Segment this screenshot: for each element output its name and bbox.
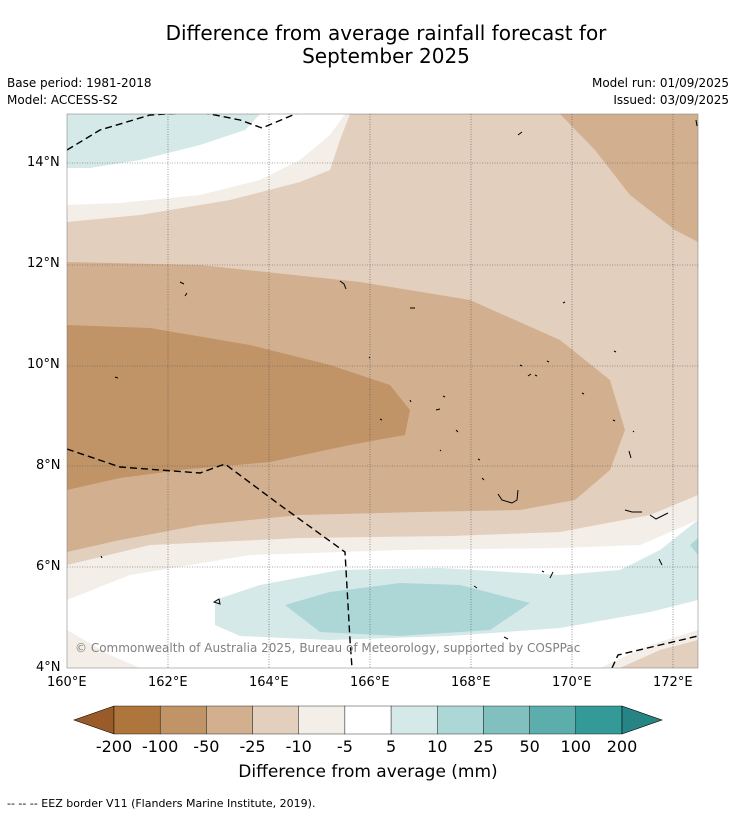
colorbar-tick-label: -10: [285, 737, 312, 756]
map-frame: [66, 113, 699, 669]
colorbar-tick-label: -50: [193, 737, 220, 756]
colorbar-segment: [252, 705, 299, 735]
eez-footnote: -- -- -- EEZ border V11 (Flanders Marine…: [7, 797, 316, 810]
colorbar-segment: [159, 705, 207, 735]
issued-date: Issued: 03/09/2025: [613, 93, 729, 107]
colorbar-segment: [298, 705, 346, 735]
meta-right: Model run: 01/09/2025 Issued: 03/09/2025: [592, 75, 729, 109]
eez-border: [67, 114, 698, 668]
y-tick-4n: 4°N: [36, 660, 61, 675]
colorbar-segment: [529, 705, 577, 735]
brown-corner-se: [620, 640, 698, 668]
colorbar-segment: [575, 705, 623, 735]
y-tick-6n: 6°N: [36, 559, 61, 574]
colorbar-tick-label: -100: [142, 737, 179, 756]
chart-title: Difference from average rainfall forecas…: [0, 22, 736, 68]
graticule: [67, 114, 698, 668]
base-period: Base period: 1981-2018: [7, 76, 152, 90]
y-tick-14n: 14°N: [27, 155, 60, 170]
teal-patch-east: [690, 538, 698, 555]
x-tick-168e: 168°E: [451, 675, 491, 690]
y-tick-12n: 12°N: [27, 256, 60, 271]
light-corner-sw: [67, 630, 140, 668]
x-tick-162e: 162°E: [148, 675, 188, 690]
brown-patch-ne: [560, 114, 698, 242]
x-tick-170e: 170°E: [552, 675, 592, 690]
colorbar-tick-label: 10: [427, 737, 448, 756]
colorbar-extend-low: [73, 705, 115, 735]
colorbar-segment: [206, 705, 253, 735]
colorbar-segment: [437, 705, 484, 735]
colorbar-label: Difference from average (mm): [238, 762, 498, 782]
colorbar-tick-label: -25: [239, 737, 266, 756]
contour-fields: [67, 114, 698, 668]
title-line-2: September 2025: [302, 44, 470, 68]
colorbar-extend-high: [621, 705, 663, 735]
teal-patch-north: [67, 114, 260, 168]
colorbar-tick-label: 25: [473, 737, 494, 756]
x-tick-166e: 166°E: [350, 675, 390, 690]
colorbar-segment: [344, 705, 392, 735]
title-line-1: Difference from average rainfall forecas…: [165, 21, 607, 45]
islands: [100, 119, 698, 640]
colorbar-segment: [113, 705, 161, 735]
colorbar-tick-label: 50: [519, 737, 540, 756]
model-name: Model: ACCESS-S2: [7, 93, 119, 107]
y-tick-8n: 8°N: [36, 458, 61, 473]
colorbar-segment: [483, 705, 530, 735]
colorbar-tick-label: -5: [336, 737, 353, 756]
colorbar-tick-label: 100: [560, 737, 592, 756]
model-run: Model run: 01/09/2025: [591, 76, 729, 90]
colorbar: [73, 705, 663, 735]
x-tick-160e: 160°E: [47, 675, 87, 690]
copyright-notice: © Commonwealth of Australia 2025, Bureau…: [75, 641, 581, 655]
colorbar-segment: [390, 705, 438, 735]
colorbar-tick-label: -200: [95, 737, 133, 756]
x-tick-172e: 172°E: [653, 675, 693, 690]
x-tick-164e: 164°E: [249, 675, 289, 690]
colorbar-tick-label: 200: [606, 737, 638, 756]
teal-core-south: [285, 583, 530, 636]
meta-left: Base period: 1981-2018 Model: ACCESS-S2: [7, 75, 152, 109]
colorbar-tick-label: 5: [385, 737, 397, 756]
y-tick-10n: 10°N: [27, 357, 60, 372]
